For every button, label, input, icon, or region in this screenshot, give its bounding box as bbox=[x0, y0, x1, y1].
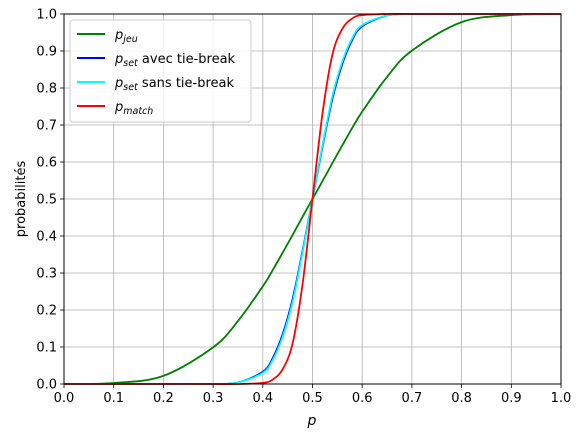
y-tick-label: 0.7 bbox=[36, 119, 57, 134]
y-tick-label: 0.1 bbox=[36, 341, 57, 356]
y-tick-label: 0.2 bbox=[36, 304, 57, 319]
x-tick-label: 0.2 bbox=[153, 391, 174, 406]
y-tick-label: 0.3 bbox=[36, 267, 57, 282]
legend-label: pjeu bbox=[114, 28, 138, 45]
legend-label: pset sans tie-break bbox=[114, 76, 234, 93]
x-tick-label: 0.8 bbox=[451, 391, 472, 406]
y-axis: 0.0 0.1 0.2 0.3 0.4 0.5 0.6 0.7 0.8 0.9 1.0 bbox=[36, 8, 64, 393]
x-tick-label: 0.1 bbox=[103, 391, 124, 406]
legend-item-p-set-sans-tie-break: pset sans tie-break bbox=[77, 76, 234, 93]
legend-item-p-set-avec-tie-break: pset avec tie-break bbox=[77, 52, 236, 69]
x-tick-label: 0.4 bbox=[252, 391, 273, 406]
legend-box bbox=[69, 19, 252, 123]
x-axis: 0.0 0.1 0.2 0.3 0.4 0.5 0.6 0.7 0.8 0.9 1.0 bbox=[54, 384, 572, 406]
x-tick-label: 0.7 bbox=[402, 391, 423, 406]
x-tick-label: 1.0 bbox=[551, 391, 572, 406]
x-tick-label: 0.6 bbox=[352, 391, 373, 406]
y-tick-label: 0.9 bbox=[36, 45, 57, 60]
legend: pjeu pset avec tie-break pset sans tie-bre… bbox=[69, 19, 252, 123]
legend-item-p-match: pmatch bbox=[77, 100, 153, 117]
legend-item-p-jeu: pjeu bbox=[77, 28, 138, 45]
x-tick-label: 0.9 bbox=[501, 391, 522, 406]
x-axis-label: p bbox=[307, 413, 317, 429]
y-tick-label: 0.5 bbox=[36, 193, 57, 208]
x-tick-label: 0.5 bbox=[302, 391, 323, 406]
y-tick-label: 0.8 bbox=[36, 82, 57, 97]
y-axis-label: probabilités bbox=[14, 161, 29, 238]
y-tick-label: 0.0 bbox=[36, 378, 57, 393]
x-tick-label: 0.3 bbox=[203, 391, 224, 406]
y-tick-label: 1.0 bbox=[36, 8, 57, 23]
y-tick-label: 0.6 bbox=[36, 156, 57, 171]
y-tick-label: 0.4 bbox=[36, 230, 57, 245]
legend-label: pset avec tie-break bbox=[114, 52, 236, 69]
legend-label: pmatch bbox=[114, 100, 153, 117]
x-tick-label: 0.0 bbox=[54, 391, 75, 406]
